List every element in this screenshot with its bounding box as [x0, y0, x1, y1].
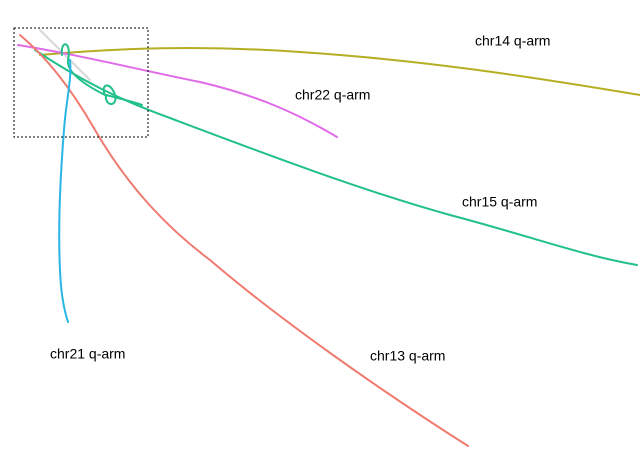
chr22-curve	[17, 44, 338, 138]
arm-label: chr21 q-arm	[50, 346, 125, 362]
arm-label: chr22 q-arm	[295, 87, 370, 103]
chr15-curve	[34, 49, 638, 266]
zoom-box	[13, 27, 149, 138]
chr14-curve	[39, 47, 640, 96]
chr21-curve	[58, 59, 72, 323]
arm-label: chr14 q-arm	[475, 33, 550, 49]
arm-label: chr13 q-arm	[370, 348, 445, 364]
arm-label: chr15 q-arm	[462, 194, 537, 210]
chr15-loops	[60, 43, 143, 106]
